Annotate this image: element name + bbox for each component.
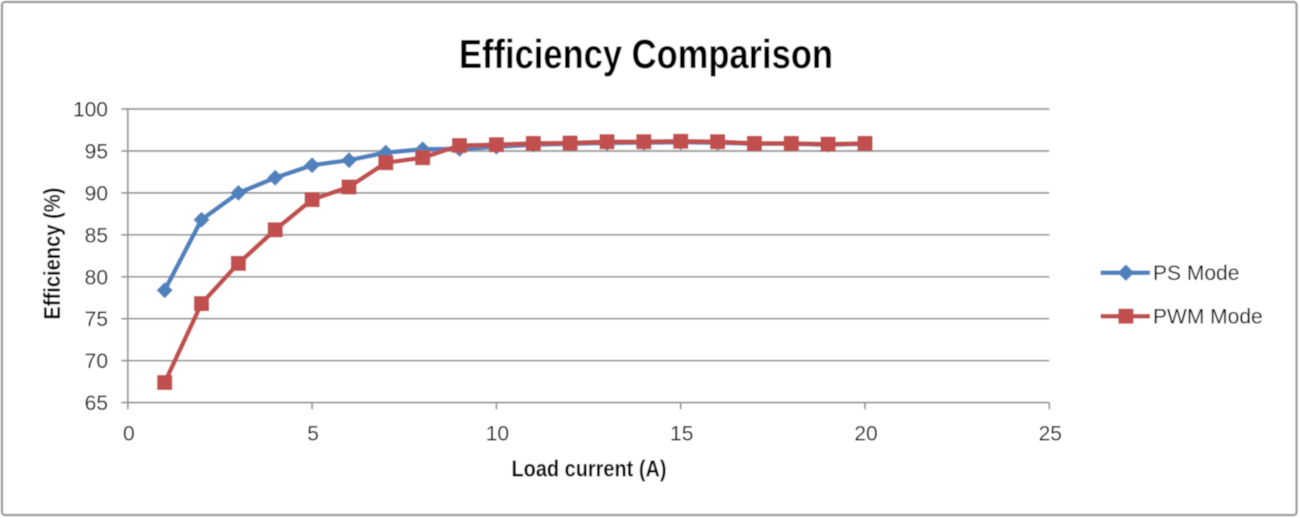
svg-text:PS Mode: PS Mode [1153,262,1239,285]
svg-text:90: 90 [85,182,108,205]
svg-text:Load current (A): Load current (A) [512,456,667,482]
svg-text:20: 20 [854,423,877,446]
svg-text:80: 80 [85,266,108,289]
svg-text:25: 25 [1039,423,1062,446]
svg-text:95: 95 [85,141,108,164]
svg-text:15: 15 [670,423,693,446]
svg-text:PWM Mode: PWM Mode [1153,306,1263,329]
svg-text:Efficiency (%): Efficiency (%) [39,188,65,320]
svg-text:100: 100 [73,99,108,122]
svg-text:65: 65 [85,392,108,415]
svg-text:5: 5 [307,423,319,446]
svg-text:75: 75 [85,308,108,331]
svg-text:70: 70 [85,350,108,373]
svg-text:Efficiency Comparison: Efficiency Comparison [459,31,833,77]
svg-text:85: 85 [85,224,108,247]
svg-text:0: 0 [123,423,135,446]
svg-text:10: 10 [486,423,509,446]
